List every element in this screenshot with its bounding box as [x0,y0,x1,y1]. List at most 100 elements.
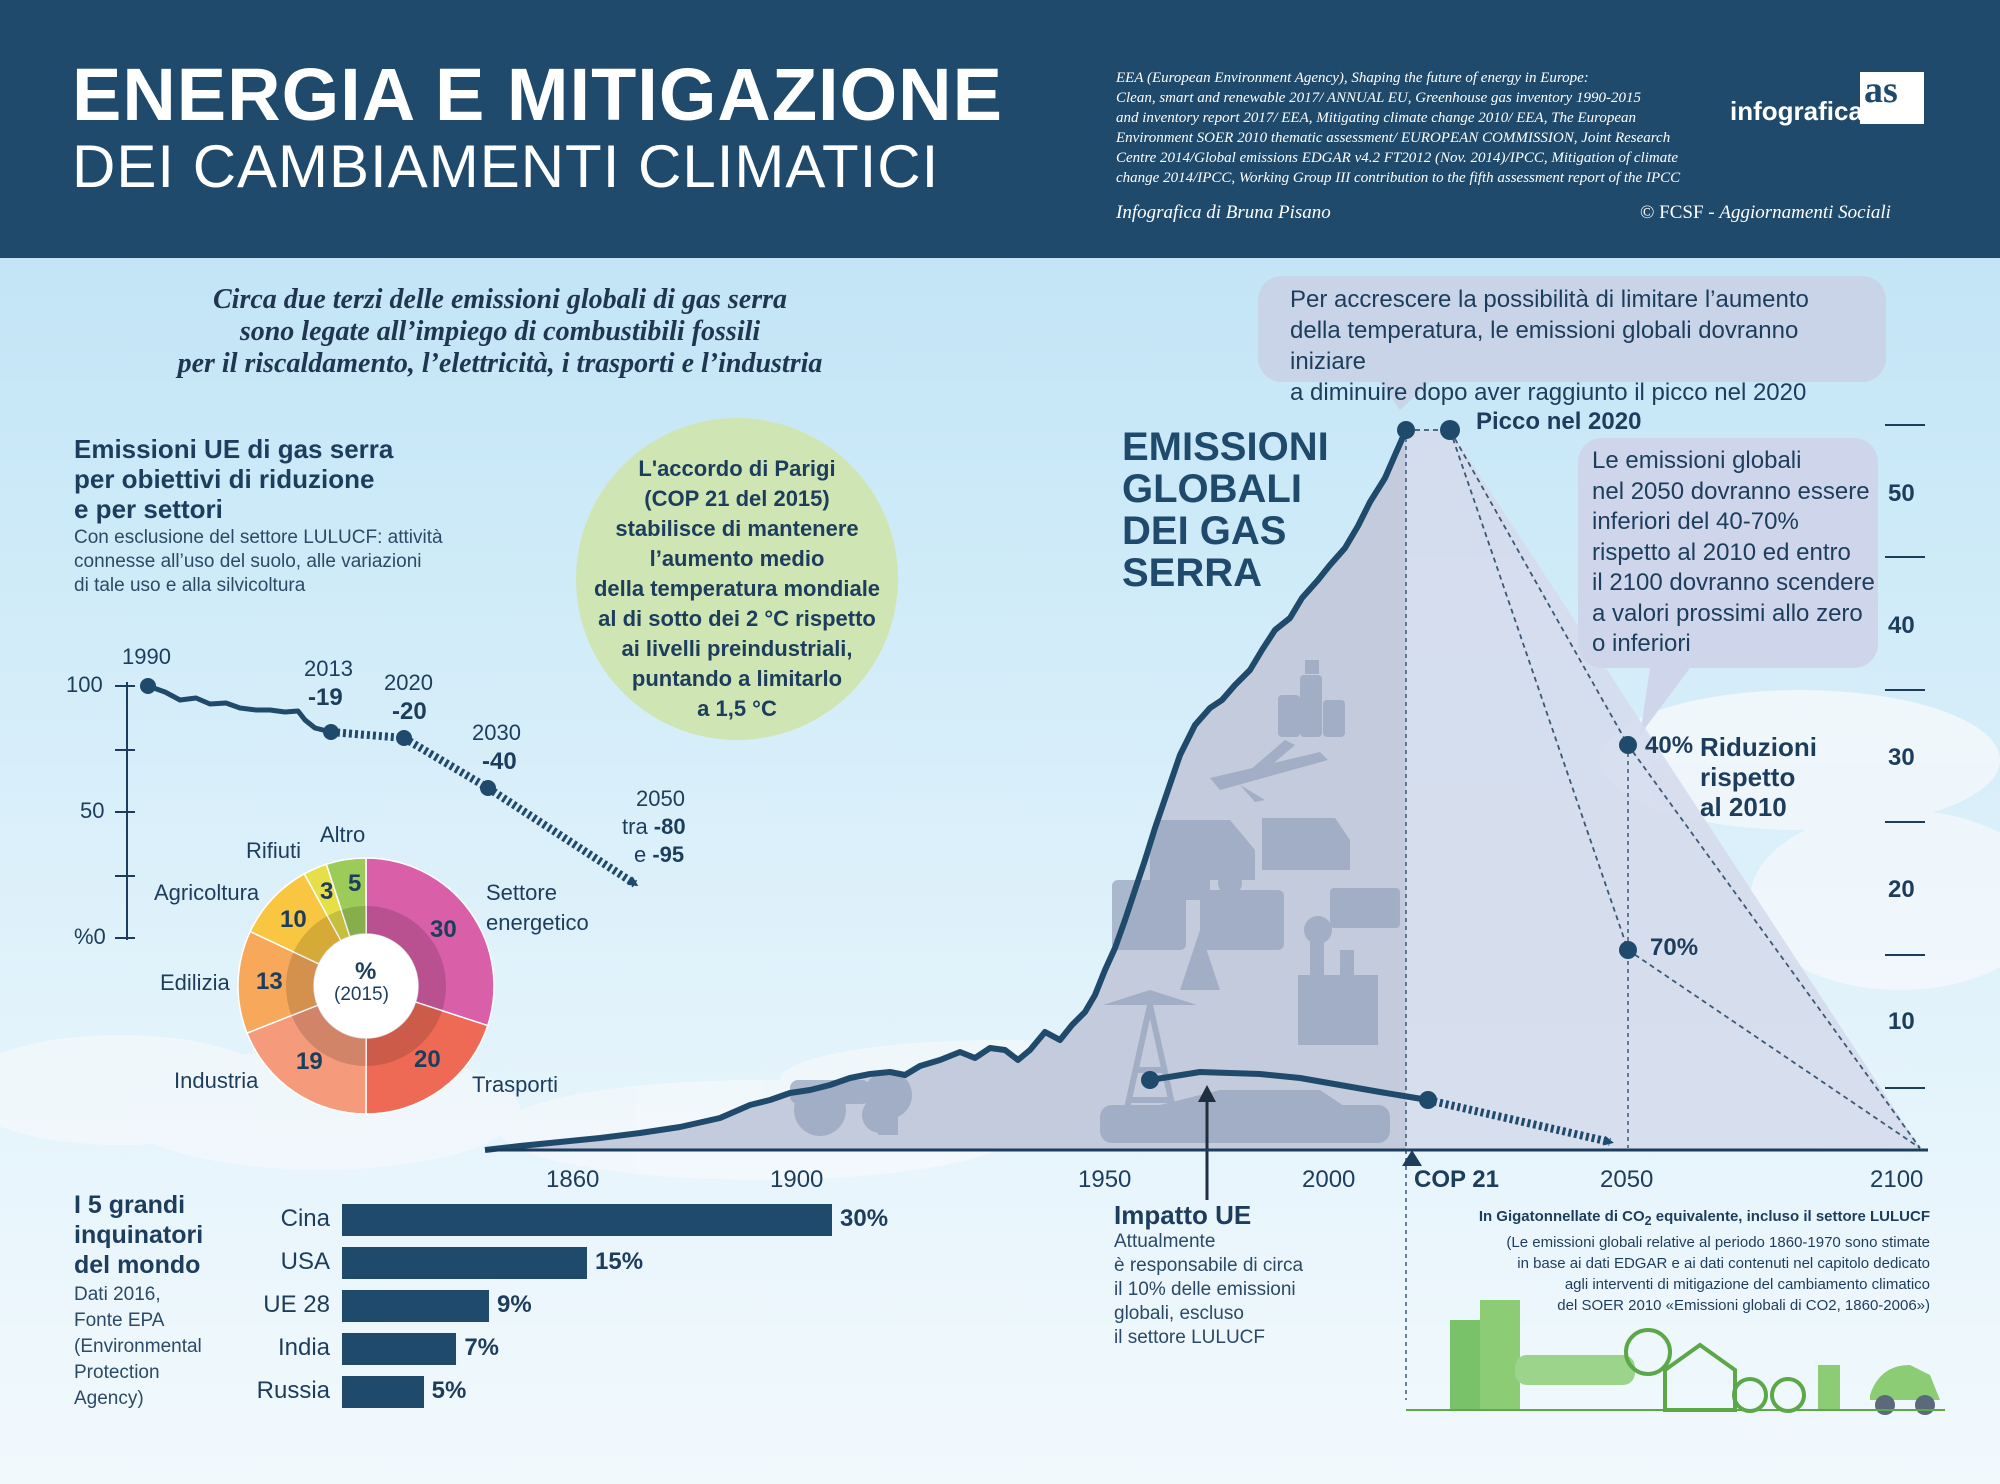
donut-slice-inner [286,951,319,1016]
donut-slice-inner [341,906,366,937]
eu-target-prefix: tra [622,814,654,839]
donut-center-year: (2015) [334,984,389,1005]
copyright-prefix: © FCSF - [1640,202,1720,223]
source-line: and inventory report 2017/ EEA, Mitigati… [1116,110,1637,126]
eu-impact-title: Impatto UE [1114,1200,1252,1230]
paris-line: della temperatura mondiale [593,576,881,601]
as-logo-icon: as [1860,72,1924,124]
sources-credits: EEA (European Environment Agency), Shapi… [1116,68,1706,188]
note-line-units: In Gigatonnellate di CO2 equivalente, in… [1418,1206,1930,1232]
x-tick-1900: 1900 [770,1166,824,1193]
y-tick-40: 40 [1888,612,1915,639]
eu-year-2050: 2050 [636,786,685,811]
paris-line: stabilisce di mantenere [615,516,859,541]
source-line: EEA (European Environment Agency), Shapi… [1116,70,1589,86]
historic-emissions-line [484,428,1409,1153]
eu-year-1990: 1990 [122,644,171,669]
source-line: change 2014/IPCC, Working Group III cont… [1116,170,1681,186]
global-title-line: GLOBALI [1122,467,1302,511]
eu-impact-line: il 10% delle emissioni [1114,1279,1296,1300]
polluters-title-line: I 5 grandi [74,1191,186,1219]
donut-label-energy: Settore energetico [486,878,596,938]
global-chart-title: EMISSIONI GLOBALI DEI GAS SERRA [1122,426,1329,594]
projection-40-line [1406,429,1921,1149]
page-subtitle: DEI CAMBIAMENTI CLIMATICI [72,133,940,200]
paris-line: a 1,5 °C [697,696,777,721]
reduction-caption: Riduzioni rispetto al 2010 [1700,732,1817,822]
eu-emissions-line [1149,1069,1429,1103]
eu-target-min: -80 [653,814,686,839]
eu-sub-line: connesse all’uso del suolo, alle variazi… [74,551,422,572]
eu-impact-text: Attualmente è responsabile di circa il 1… [1114,1230,1364,1350]
donut-value-industry: 19 [296,1048,323,1075]
bar-value-label: 15% [595,1248,644,1275]
eu-year-2020: 2020 [384,670,433,695]
donut-slice-inner [366,906,446,1011]
reduction-info-line: a valori prossimi allo zero [1592,599,1863,627]
point-2015 [1397,421,1415,439]
note-units-suffix: equivalente, incluso il settore LULUCF [1651,1208,1930,1225]
peak-2020-point [1440,420,1460,440]
eu-title-line: Emissioni UE di gas serra [74,434,394,464]
eu-target-arrow-2050 [485,784,639,888]
peak-2020-label: Picco nel 2020 [1476,408,1642,435]
x-tick-2050: 2050 [1600,1166,1654,1193]
global-title-line: EMISSIONI [1122,425,1329,469]
polluters-sub-line: Agency) [74,1388,144,1409]
peak-info-text: Per accrescere la possibilità di limitar… [1290,284,1870,408]
y-axis-ticks [1885,424,1925,1089]
donut-label-other: Altro [320,822,366,847]
eu-y-tick: 100 [66,672,103,697]
donut-center-label: % [355,958,377,985]
source-line: Centre 2014/Global emissions EDGAR v4.2 … [1116,150,1679,166]
eu-title-line: per obiettivi di riduzione [74,464,375,494]
sector-donut-chart [237,857,495,1115]
note-line: (Le emissioni globali relative al period… [1506,1234,1930,1251]
eu-impact-line: Attualmente [1114,1231,1216,1252]
donut-value-waste: 3 [320,878,334,905]
polluters-title-line: del mondo [74,1251,201,1279]
donut-slice-inner [293,915,341,964]
eu-value-2030: -40 [482,748,517,775]
y-tick-10: 10 [1888,1008,1915,1035]
bar-country-label: Cina [280,1205,330,1232]
eu-sub-line: Con esclusione del settore LULUCF: attiv… [74,527,443,548]
y-tick-50: 50 [1888,480,1915,507]
reduction-40-point [1619,736,1637,754]
eu-section-subtitle: Con esclusione del settore LULUCF: attiv… [74,526,494,598]
polluter-bar [342,1290,489,1322]
bar-country-label: USA [280,1248,330,1275]
eu-value-2013: -19 [308,684,343,711]
donut-slice-inner [327,909,350,941]
paris-agreement-circle [576,418,898,740]
paris-line: (COP 21 del 2015) [644,486,830,511]
bar-country-label: UE 28 [263,1291,330,1318]
eu-target-line-2020 [330,728,405,742]
paris-line: al di sotto dei 2 °C rispetto [598,606,876,631]
note-line: del SOER 2010 «Emissioni globali di CO2,… [1557,1297,1930,1314]
eu-projection-arrow [1427,1096,1614,1146]
page-title: ENERGIA E MITIGAZIONE [72,53,1003,136]
note-units-prefix: In Gigatonnellate di CO [1478,1208,1645,1225]
polluters-title: I 5 grandi inquinatori del mondo [74,1190,234,1280]
note-line: in base ai dati EDGAR e ai dati contenut… [1517,1255,1930,1272]
donut-label-agriculture: Agricoltura [154,880,260,905]
eu-target-2050-line1: tra -80 [622,814,686,840]
eu-y-tick: 50 [80,798,105,823]
donut-value-agriculture: 10 [280,906,307,933]
reduction-caption-line: rispetto [1700,762,1796,792]
polluter-bar [342,1204,832,1236]
cop21-marker-icon [1402,1150,1422,1166]
bar-country-label: Russia [256,1377,330,1404]
eco-icons [1406,1300,1945,1415]
reduction-70-label: 70% [1650,934,1699,961]
bar-value-label: 30% [840,1205,889,1232]
note-units-sub: 2 [1645,1208,1652,1228]
paris-line: L'accordo di Parigi [638,456,836,481]
copyright-name: Aggiornamenti Sociali [1719,202,1891,223]
bar-value-label: 5% [431,1377,467,1404]
polluters-subtitle: Dati 2016, Fonte EPA (Environmental Prot… [74,1282,234,1412]
donut-value-energy: 30 [430,916,457,943]
eu-1990-point [140,678,156,694]
reduction-70-point [1619,941,1637,959]
